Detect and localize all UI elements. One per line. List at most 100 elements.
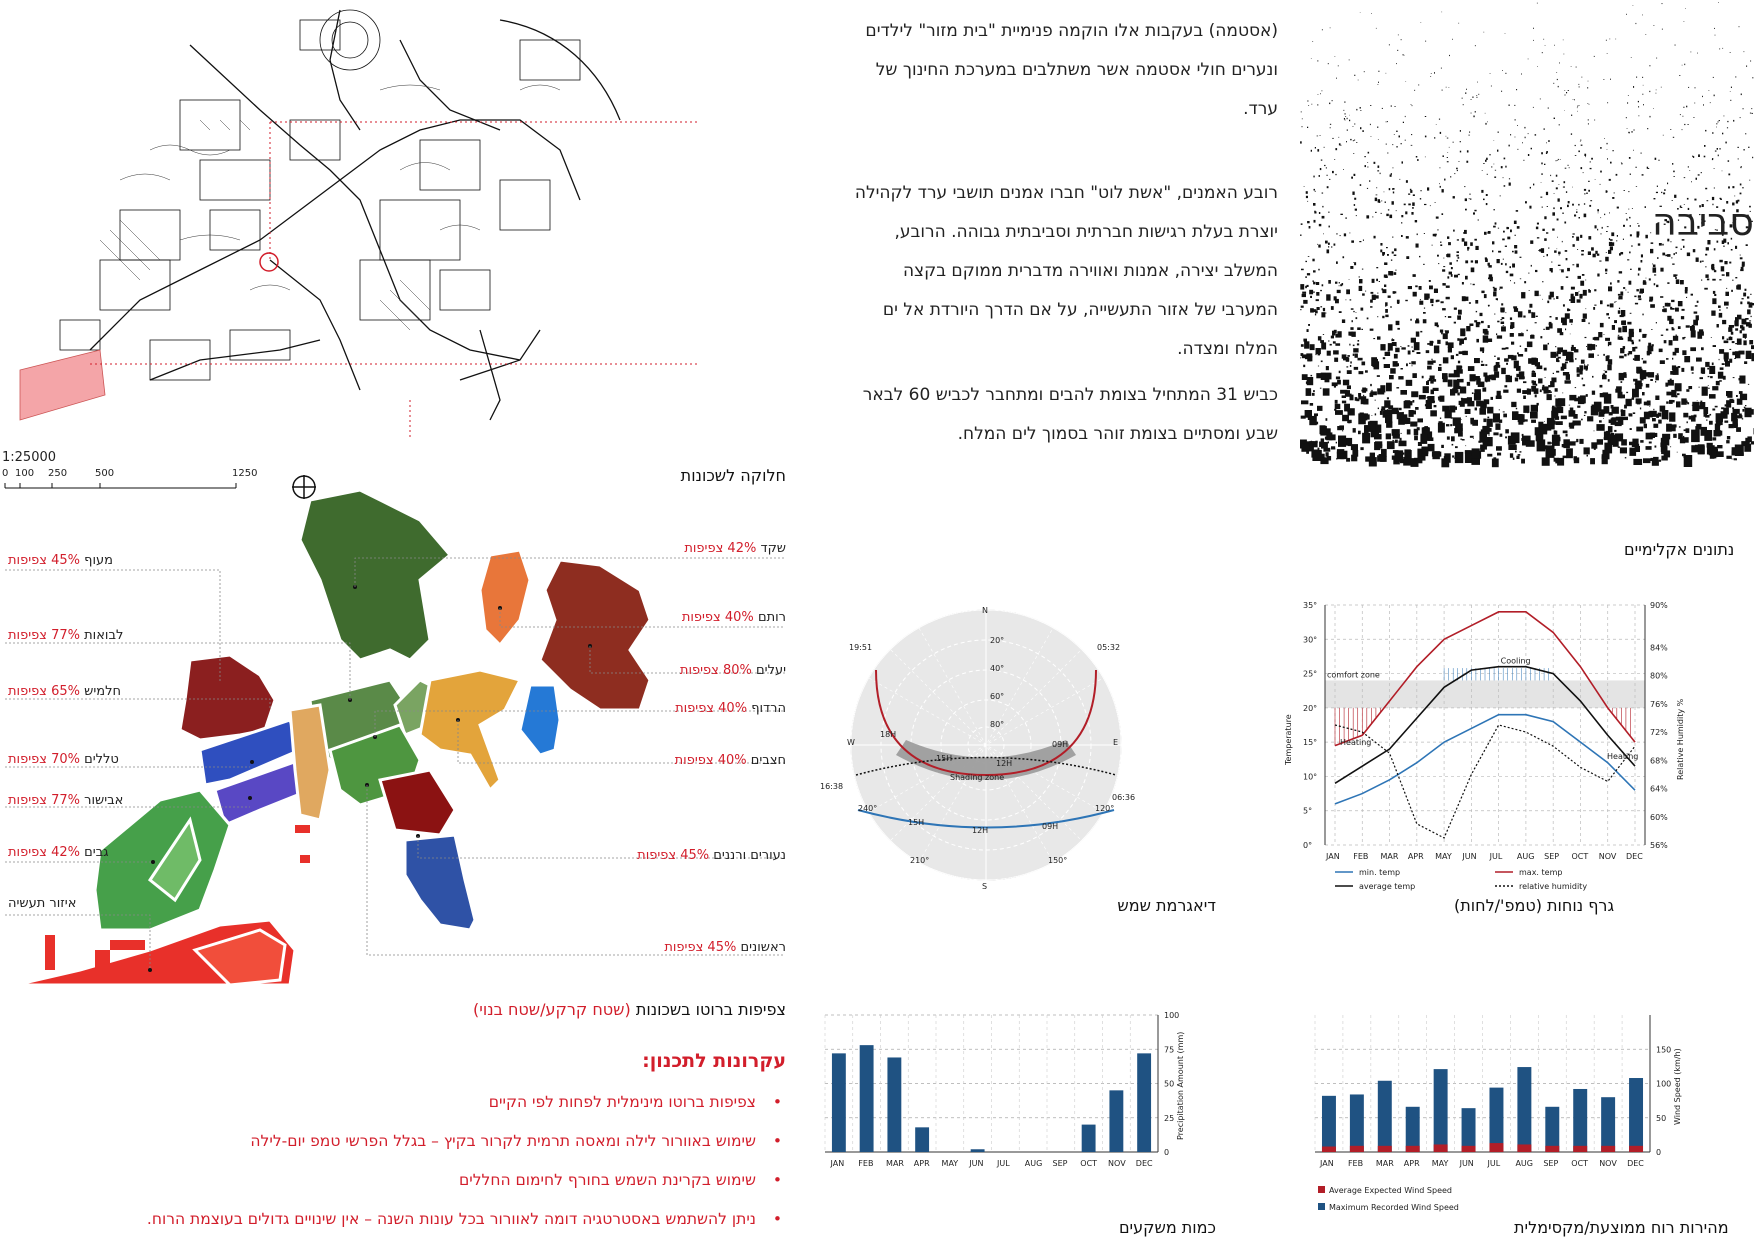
neighborhood-label: הרדוף 40% צפיפות [675,701,786,716]
nb-name: גבים [84,845,109,860]
x-tick-label: MAR [1381,852,1399,861]
summer-hour: 12H [996,759,1012,768]
nb-density: 42% צפיפות [8,845,80,860]
neighborhood-label: יעלים 80% צפיפות [680,663,786,678]
nb-name: שקד [760,541,786,556]
neighborhood-label: נעורים ורננים 45% צפיפות [637,848,786,863]
wind-title: מהירות רוח ממוצעת/מקסימלית [1514,1218,1729,1237]
nb-density: 70% צפיפות [8,752,80,767]
summer-sunrise-time: 05:32 [1097,643,1120,652]
x-tick-label: AUG [1025,1159,1043,1168]
x-tick-label: JAN [1319,1159,1334,1168]
comfort-ylabel: Temperature [1284,714,1293,766]
text-line: ונערים חולי אסטמה אשר משתלבים במערכת החי… [875,60,1278,80]
bar [1081,1124,1096,1152]
zone-harduf [418,668,523,793]
comfort-chart: 0° 5° 10° 15° 20° 25° 30° 35° 56% 60% 64% 68% 72% 76%… [1284,601,1685,891]
summer-hour: 18H [880,730,896,739]
bar [915,1127,930,1152]
text-line: רובע האמנים, "אשת לוט" חברו אמנים תושבי … [854,183,1278,203]
bar-max [1629,1078,1644,1152]
x-tick-label: JUL [1487,1159,1501,1168]
neighborhood-label: לבואות 77% צפיפות [8,628,123,643]
neighborhood-label: מעוף 45% צפיפות [8,553,113,568]
density-title-main: צפיפות ברוטו בשכונות [635,1000,786,1019]
text-line: המלח ומצדה. [1177,339,1278,359]
nb-name: לבואות [84,628,124,643]
x-tick-label: JUN [1461,852,1476,861]
nb-density: 40% צפיפות [675,701,748,716]
y2-tick-label: 60% [1650,813,1668,822]
nb-density: 42% צפיפות [684,541,757,556]
winter-hour: 12H [972,826,988,835]
bar-average [1629,1145,1644,1152]
nb-name: יעלים [756,663,786,678]
winter-hour: 15H [908,818,924,827]
neighborhood-label: ראשונים 45% צפיפות [664,940,786,955]
west-label: W [847,738,855,747]
winter-sun-path [857,809,1115,829]
stipple-texture [1300,2,1754,468]
legend-label: max. temp [1519,868,1562,877]
y-tick-label: 50 [1164,1080,1174,1089]
text-line: שבע ומסתיים בצומת זוהר בסמוך לים המלח. [957,424,1278,444]
bar [1109,1090,1124,1152]
x-tick-label: MAY [1435,852,1452,861]
text-line: המשלב יצירה, אמנות ואווירה מדברית ממוקם … [902,261,1278,281]
azimuth-label: 210° [910,856,929,865]
nb-density: 80% צפיפות [679,663,752,678]
y2-tick-label: 64% [1650,785,1668,794]
y2-tick-label: 68% [1650,756,1668,765]
zone-gevim-inner [147,816,202,903]
x-tick-label: OCT [1571,1159,1588,1168]
bar-average [1489,1143,1504,1152]
legend-label: average temp [1359,882,1415,891]
scale-tick: 1250 [232,468,257,479]
x-tick-label: APR [1404,1159,1420,1168]
neighborhood-label: אבישור 77% צפיפות [8,793,123,808]
nb-name: נעורים ורננים [713,848,786,863]
nb-density: 45% צפיפות [664,940,737,955]
chart-annotation: comfort zone [1327,670,1380,679]
text-line: ערד. [1243,99,1278,119]
x-tick-label: JAN [1325,852,1340,861]
y2-tick-label: 80% [1650,672,1668,681]
x-tick-label: NOV [1108,1159,1126,1168]
y-tick-label: 50 [1656,1114,1666,1123]
summer-hour: 09H [1052,740,1068,749]
neighborhood-label: גבים 42% צפיפות [8,845,109,860]
y-tick-label: 25° [1303,670,1317,679]
bar-average [1545,1145,1560,1152]
comfort-zone-band [1325,680,1645,708]
x-tick-label: APR [914,1159,930,1168]
azimuth-label: 240° [858,804,877,813]
nb-density: 40% צפיפות [681,610,754,625]
rain-ylabel: Precipitation Amount (mm) [1176,1032,1185,1140]
city-map [19,9,700,440]
y-tick-label: 0° [1303,841,1312,850]
x-tick-label: AUG [1517,852,1535,861]
x-tick-label: FEB [1353,852,1368,861]
x-tick-label: SEP [1544,852,1559,861]
nb-density: 65% צפיפות [8,684,80,699]
south-label: S [982,882,987,891]
location-marker-icon [259,252,279,272]
text-line: המערבי של אזור התעשייה, על אם הדרך היורד… [882,300,1278,320]
x-tick-label: SEP [1543,1159,1558,1168]
azimuth-label: 150° [1048,856,1067,865]
winter-hour: 09H [1042,822,1058,831]
y-tick-label: 75 [1164,1045,1174,1054]
nb-density: 40% צפיפות [674,753,747,768]
sun-diagram-title: דיאגרמת שמש [1117,896,1216,915]
altitude-label: 80° [990,720,1004,729]
bar-max [1601,1097,1616,1152]
y-tick-label: 30° [1303,635,1317,644]
zone-hatzavim [378,768,457,837]
azimuth-label: 120° [1095,804,1114,813]
density-title-paren: (שטח קרקע/שטח בנוי) [473,1000,631,1019]
x-tick-label: MAR [886,1159,904,1168]
altitude-label: 60° [990,692,1004,701]
north-arrow-icon [292,475,316,499]
y2-tick-label: 72% [1650,728,1668,737]
nb-name: רותם [757,610,786,625]
